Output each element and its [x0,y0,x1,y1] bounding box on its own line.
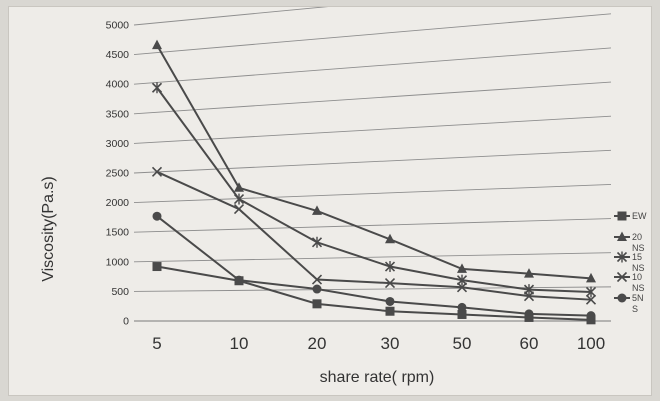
data-point [524,268,534,278]
legend-label: 5N S [632,293,644,314]
series-circle [152,211,596,321]
legend-item: 20 NS [614,231,645,253]
data-point [457,263,467,273]
data-point [312,284,322,294]
x-tick-label: 60 [520,334,539,353]
legend-item: 10 NS [614,271,645,293]
x-tick-label: 50 [453,334,472,353]
x-tick-label: 100 [577,334,605,353]
data-point [384,278,396,289]
data-point [457,302,467,312]
data-point [585,294,597,305]
y-tick-labels: 0 500 1000 1500 2000 2500 3000 3500 4000 4500 5000 [106,20,130,328]
line-chart: 0 500 1000 1500 2000 2500 3000 3500 4000 4500 5000… [40,7,647,386]
y-tick-label: 1000 [106,256,130,268]
y-tick-label: 2500 [106,168,130,180]
y-tick-label: 1500 [106,227,130,239]
legend-item: 5N S [614,293,644,314]
series-x [151,166,597,305]
x-axis-label: share rate( rpm) [320,369,435,386]
y-tick-label: 4500 [106,49,130,61]
data-point [152,39,162,50]
legend-swatch-marker [617,211,627,221]
data-point [586,311,596,321]
y-axis-label: Viscosity(Pa.s) [40,176,57,282]
data-point [585,286,597,298]
data-point [312,299,322,309]
x-tick-label: 5 [152,334,161,353]
y-tick-label: 3500 [106,108,130,120]
data-point [311,236,323,248]
x-tick-label: 30 [381,334,400,353]
data-point [233,204,245,215]
gridline [133,81,612,115]
data-point [312,205,322,215]
legend-swatch-marker [616,251,628,263]
series-line [156,215,592,317]
data-point [385,306,395,316]
legend-label: 15 NS [632,252,645,273]
gridline [133,115,612,144]
data-point [586,272,596,283]
gridline [133,218,612,233]
y-tick-label: 3000 [106,138,130,150]
grid-lines [133,7,612,292]
series-lines [151,39,597,325]
data-point [152,262,162,272]
data-point [233,193,245,205]
y-tick-label: 2000 [106,197,130,209]
x-tick-labels: 5 10 20 30 50 60 100 [152,334,605,353]
y-tick-label: 5000 [106,20,130,32]
series-line [156,87,592,293]
legend-label: 20 NS [632,232,645,253]
gridline [133,7,329,26]
data-point [457,309,467,319]
series-triangle [152,39,596,283]
gridline [133,13,612,56]
series-line [156,170,592,301]
legend-swatch-marker [617,293,627,303]
data-point [385,233,395,244]
y-tick-label: 4000 [106,79,130,91]
data-point [523,291,535,302]
data-point [234,182,244,192]
chart-frame: 0 500 1000 1500 2000 2500 3000 3500 4000 4500 5000… [8,6,652,396]
gridline [133,47,612,85]
gridline [133,184,612,204]
data-point [311,274,323,285]
legend-label: 10 NS [632,272,645,293]
y-tick-label: 500 [111,286,129,298]
y-tick-label: 0 [123,316,129,328]
legend-swatch-marker [616,271,628,283]
x-tick-label: 20 [308,334,327,353]
data-point [151,166,163,177]
legend-item: EW [614,211,647,221]
data-point [385,296,395,306]
data-point [152,211,162,221]
data-point [456,282,468,293]
series-star [151,82,597,298]
data-point [384,261,396,273]
legend-item: 15 NS [614,251,645,273]
data-point [524,309,534,319]
data-point [234,275,244,285]
legend-label: EW [632,211,647,221]
x-tick-label: 10 [230,334,249,353]
data-point [151,82,163,94]
legend-swatch-marker [617,231,627,241]
gridline [133,149,612,174]
